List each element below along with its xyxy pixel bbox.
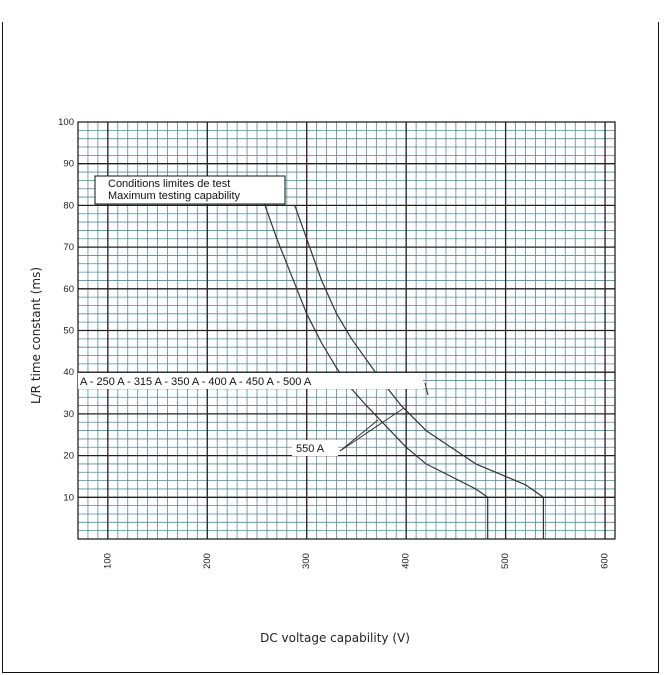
y-tick-label: 80 xyxy=(63,200,74,211)
figure-frame xyxy=(2,22,659,673)
leader-550a-2 xyxy=(339,407,405,452)
plot-border xyxy=(77,121,616,540)
y-tick-label: 50 xyxy=(63,326,74,337)
y-tick-labels: 10 20 30 40 50 60 70 80 90 100 xyxy=(58,117,74,503)
annotation-550a: 550 A xyxy=(296,443,325,455)
x-tick-label: 300 xyxy=(301,553,312,569)
x-tick-label: 200 xyxy=(202,553,213,569)
x-tick-label: 500 xyxy=(500,553,511,569)
series-group xyxy=(261,196,545,539)
x-axis-label: DC voltage capability (V) xyxy=(260,631,410,645)
y-tick-label: 60 xyxy=(63,284,74,295)
y-tick-label: 20 xyxy=(63,451,74,462)
annotation-maximum: Maximum testing capability xyxy=(108,190,241,202)
label-550-background xyxy=(292,440,338,456)
annotation-amperages: A - 250 A - 315 A - 350 A - 400 A - 450 … xyxy=(80,376,312,388)
y-tick-label: 70 xyxy=(63,242,74,253)
leader-550a-1 xyxy=(339,419,379,452)
x-tick-label: 400 xyxy=(401,553,412,569)
amperage-label-background xyxy=(78,373,423,389)
y-axis-label: L/R time constant (ms) xyxy=(29,267,43,404)
annotation-conditions: Conditions limites de test xyxy=(108,178,230,190)
y-tick-label: 90 xyxy=(63,159,74,170)
legend-box xyxy=(94,175,286,205)
x-tick-label: 600 xyxy=(600,553,611,569)
y-tick-label: 30 xyxy=(63,409,74,420)
series-line-1 xyxy=(261,196,489,539)
x-tick-label: 100 xyxy=(102,553,113,569)
series-line-2 xyxy=(294,205,545,539)
major-grid xyxy=(78,122,615,539)
y-tick-label: 40 xyxy=(63,367,74,378)
y-tick-label: 10 xyxy=(63,492,74,503)
amperage-leader-line xyxy=(424,382,429,396)
y-tick-label: 100 xyxy=(58,117,74,128)
x-tick-labels: 100 200 300 400 500 600 xyxy=(102,553,610,569)
